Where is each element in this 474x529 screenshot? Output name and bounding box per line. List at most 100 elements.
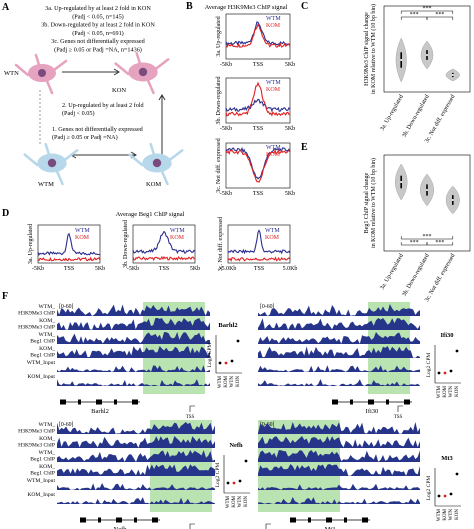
track-signal	[57, 304, 210, 316]
cell-nucleus	[38, 69, 46, 77]
dot	[238, 479, 242, 483]
profile-line	[37, 232, 101, 256]
plot-frame	[225, 13, 291, 60]
track-signal	[258, 318, 420, 330]
plot-frame	[225, 142, 291, 189]
significance-stars: ***	[410, 12, 419, 18]
gene-label: Ifi30	[366, 408, 379, 415]
group-label: WTN	[230, 376, 235, 388]
panel-a-text: (Padj < 0.05, n=691)	[72, 30, 124, 37]
track-signal	[57, 346, 210, 358]
panel-letter: D	[2, 208, 9, 219]
track-label: WTM_Input	[27, 478, 56, 484]
group-label: KOM	[443, 508, 448, 520]
tss-arrow	[189, 523, 195, 529]
row-label: 3c. Not diff. expressed	[215, 138, 222, 192]
dotplot-title: Barhl2	[218, 322, 237, 329]
exon	[134, 517, 137, 523]
gene-label: Nefh	[114, 526, 128, 529]
profile-line	[225, 81, 291, 117]
y-axis-label: Beg1 ChIP signal change	[364, 172, 370, 233]
dotplot-axes	[215, 335, 242, 374]
significance-bracket	[400, 236, 454, 240]
track-label: H3K9Me3 ChIP	[18, 325, 55, 331]
cell-label: KON	[112, 87, 126, 94]
x-tick-label: -5Kb	[32, 266, 44, 272]
gene-label: Mt3	[325, 526, 336, 529]
legend-entry: WTM	[75, 228, 90, 234]
plot-frame	[225, 77, 291, 124]
track-label: H3K9Me3 ChIP	[18, 429, 55, 435]
legend-entry: KOM	[170, 235, 185, 241]
group-label: KON	[236, 376, 241, 387]
exon	[132, 399, 138, 405]
y-axis-label: in KOM relative to WTM (10 bp bin)	[370, 158, 377, 248]
track-range: [0-60]	[260, 304, 275, 310]
x-tick-label: TSS	[253, 126, 263, 132]
row-label: 3a. Up-regulated	[28, 224, 34, 264]
track-label: WTM_Input	[27, 360, 56, 366]
exon	[368, 399, 374, 405]
track-label: KOM_Input	[27, 492, 55, 498]
exon	[404, 399, 410, 405]
exon	[290, 517, 296, 523]
group-label: KOM	[232, 495, 237, 507]
panel-title: Average H3K9Me3 ChIP signal	[205, 4, 288, 11]
legend-entry: KOM	[266, 152, 281, 158]
x-tick-label: -5Kb	[220, 62, 232, 68]
y-axis-label: Log2 CPM	[426, 353, 432, 378]
dot	[236, 339, 240, 343]
legend-entry: WTM	[266, 16, 281, 22]
row-label: 3c. Not diff. expressed	[217, 217, 224, 271]
exon	[96, 399, 102, 405]
x-tick-label: -5Kb	[220, 126, 232, 132]
exon	[60, 399, 66, 405]
profile-line	[225, 146, 291, 180]
plot-frame	[227, 224, 291, 264]
dotplot-axes	[434, 468, 461, 507]
exon	[344, 517, 347, 523]
violin-median	[451, 74, 454, 76]
exon	[350, 399, 353, 405]
track-label: WTM_	[39, 332, 56, 338]
panel-a-text: 3a. Up-regulated by at least 2 fold in K…	[45, 5, 151, 12]
x-tick-label: TSS	[159, 266, 169, 272]
tss-arrow	[189, 405, 195, 412]
significance-bracket	[400, 10, 454, 14]
dot	[224, 361, 228, 365]
plot-frame	[37, 224, 101, 264]
cell-nucleus	[47, 158, 57, 168]
track-signal	[258, 436, 420, 448]
track-signal	[258, 346, 420, 358]
group-label: KOM	[443, 385, 448, 397]
cell-process	[14, 53, 68, 95]
cell-nucleus	[152, 158, 162, 168]
dot	[232, 481, 236, 485]
cell-label: KOM	[146, 181, 161, 188]
track-signal	[57, 497, 215, 504]
y-axis-label: H3K9Me3 ChIP signal change	[364, 12, 370, 86]
dot	[455, 472, 459, 476]
x-tick-label: 5Kb	[285, 62, 295, 68]
profile-line	[227, 256, 291, 262]
track-label: H3K9Me3 ChIP	[18, 311, 55, 317]
profile-line	[225, 148, 291, 183]
y-axis-label: Log2 CPM	[207, 343, 213, 368]
exon	[116, 517, 122, 523]
x-tick-label: 5Kb	[95, 266, 105, 272]
track-label: Beg1 ChIP	[30, 339, 55, 345]
track-signal	[57, 422, 215, 434]
x-tick-label: TSS	[253, 191, 263, 197]
profile-line	[225, 98, 291, 113]
track-label: WTM_	[39, 304, 56, 310]
panel-a-text: (Padj ≥ 0.05 or Padj =NA)	[52, 134, 118, 141]
x-tick-label: TSS	[253, 62, 263, 68]
track-signal	[258, 379, 420, 386]
exon	[326, 517, 332, 523]
x-tick-label: -5Kb	[220, 191, 232, 197]
track-label: Beg1 ChIP	[30, 353, 55, 359]
profile-line	[227, 229, 291, 255]
panel-letter: C	[301, 1, 308, 12]
dot	[226, 481, 230, 485]
track-label: KOM_	[39, 346, 55, 352]
